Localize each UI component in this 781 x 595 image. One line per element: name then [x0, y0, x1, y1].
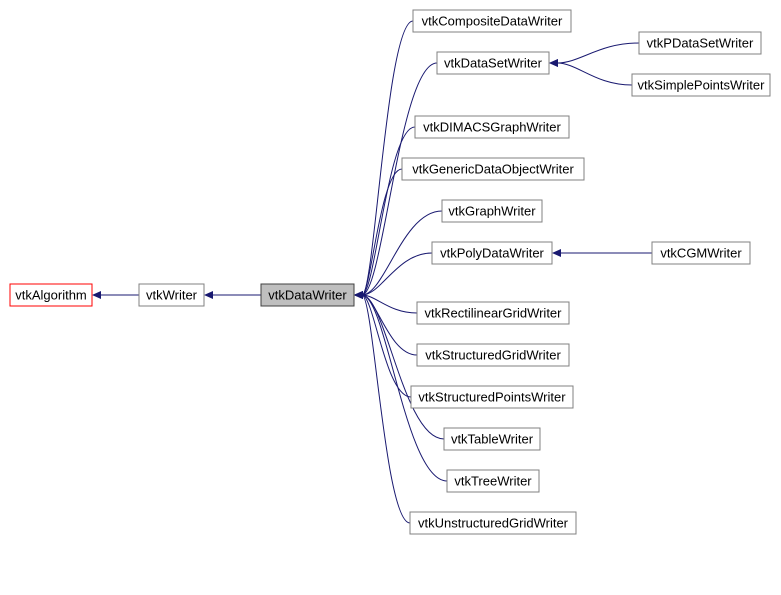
class-node-label: vtkStructuredPointsWriter [418, 389, 566, 404]
class-node-vtkSimplePointsWriter[interactable]: vtkSimplePointsWriter [632, 74, 770, 96]
class-node-label: vtkGraphWriter [448, 203, 536, 218]
arrowhead-icon [552, 249, 561, 257]
class-node-label: vtkTreeWriter [454, 473, 532, 488]
class-node-label: vtkDIMACSGraphWriter [423, 119, 561, 134]
class-node-vtkPolyDataWriter[interactable]: vtkPolyDataWriter [432, 242, 552, 264]
class-node-vtkTreeWriter[interactable]: vtkTreeWriter [447, 470, 539, 492]
class-node-vtkStructuredGridWriter[interactable]: vtkStructuredGridWriter [417, 344, 569, 366]
arrowhead-icon [92, 291, 101, 299]
class-node-label: vtkStructuredGridWriter [425, 347, 561, 362]
inheritance-edge [557, 63, 632, 85]
inheritance-diagram: vtkAlgorithm vtkWriter vtkDataWriter vtkCom… [0, 0, 781, 595]
class-node-label: vtkUnstructuredGridWriter [418, 515, 569, 530]
class-node-label: vtkRectilinearGridWriter [424, 305, 562, 320]
class-node-vtkWriter[interactable]: vtkWriter [139, 284, 204, 306]
class-node-vtkStructuredPointsWriter[interactable]: vtkStructuredPointsWriter [411, 386, 573, 408]
class-node-label: vtkSimplePointsWriter [638, 77, 766, 92]
class-node-vtkUnstructuredGridWriter[interactable]: vtkUnstructuredGridWriter [410, 512, 576, 534]
nodes-group: vtkAlgorithm vtkWriter vtkDataWriter vtkCom… [10, 10, 770, 534]
class-node-label: vtkPolyDataWriter [440, 245, 544, 260]
class-node-vtkCGMWriter[interactable]: vtkCGMWriter [652, 242, 750, 264]
class-node-vtkDataSetWriter[interactable]: vtkDataSetWriter [437, 52, 549, 74]
class-node-label: vtkWriter [146, 287, 198, 302]
class-node-label: vtkAlgorithm [15, 287, 87, 302]
class-node-label: vtkGenericDataObjectWriter [412, 161, 574, 176]
class-node-vtkTableWriter[interactable]: vtkTableWriter [444, 428, 540, 450]
class-node-label: vtkDataWriter [268, 287, 347, 302]
class-node-vtkGenericDataObjectWriter[interactable]: vtkGenericDataObjectWriter [402, 158, 584, 180]
class-node-vtkRectilinearGridWriter[interactable]: vtkRectilinearGridWriter [417, 302, 569, 324]
edges-group [92, 21, 652, 523]
inheritance-edge [557, 43, 639, 63]
class-node-label: vtkPDataSetWriter [647, 35, 754, 50]
class-node-vtkAlgorithm[interactable]: vtkAlgorithm [10, 284, 92, 306]
arrowhead-icon [204, 291, 213, 299]
class-node-vtkDataWriter[interactable]: vtkDataWriter [261, 284, 354, 306]
class-node-label: vtkDataSetWriter [444, 55, 543, 70]
class-node-vtkGraphWriter[interactable]: vtkGraphWriter [442, 200, 542, 222]
class-node-label: vtkCGMWriter [660, 245, 742, 260]
class-node-label: vtkCompositeDataWriter [422, 13, 563, 28]
class-node-vtkCompositeDataWriter[interactable]: vtkCompositeDataWriter [413, 10, 571, 32]
inheritance-edge [362, 295, 417, 313]
class-node-vtkPDataSetWriter[interactable]: vtkPDataSetWriter [639, 32, 761, 54]
class-node-vtkDIMACSGraphWriter[interactable]: vtkDIMACSGraphWriter [415, 116, 569, 138]
arrowhead-icon [354, 291, 363, 299]
class-node-label: vtkTableWriter [451, 431, 534, 446]
arrowhead-icon [549, 59, 558, 67]
inheritance-edge [362, 295, 410, 523]
